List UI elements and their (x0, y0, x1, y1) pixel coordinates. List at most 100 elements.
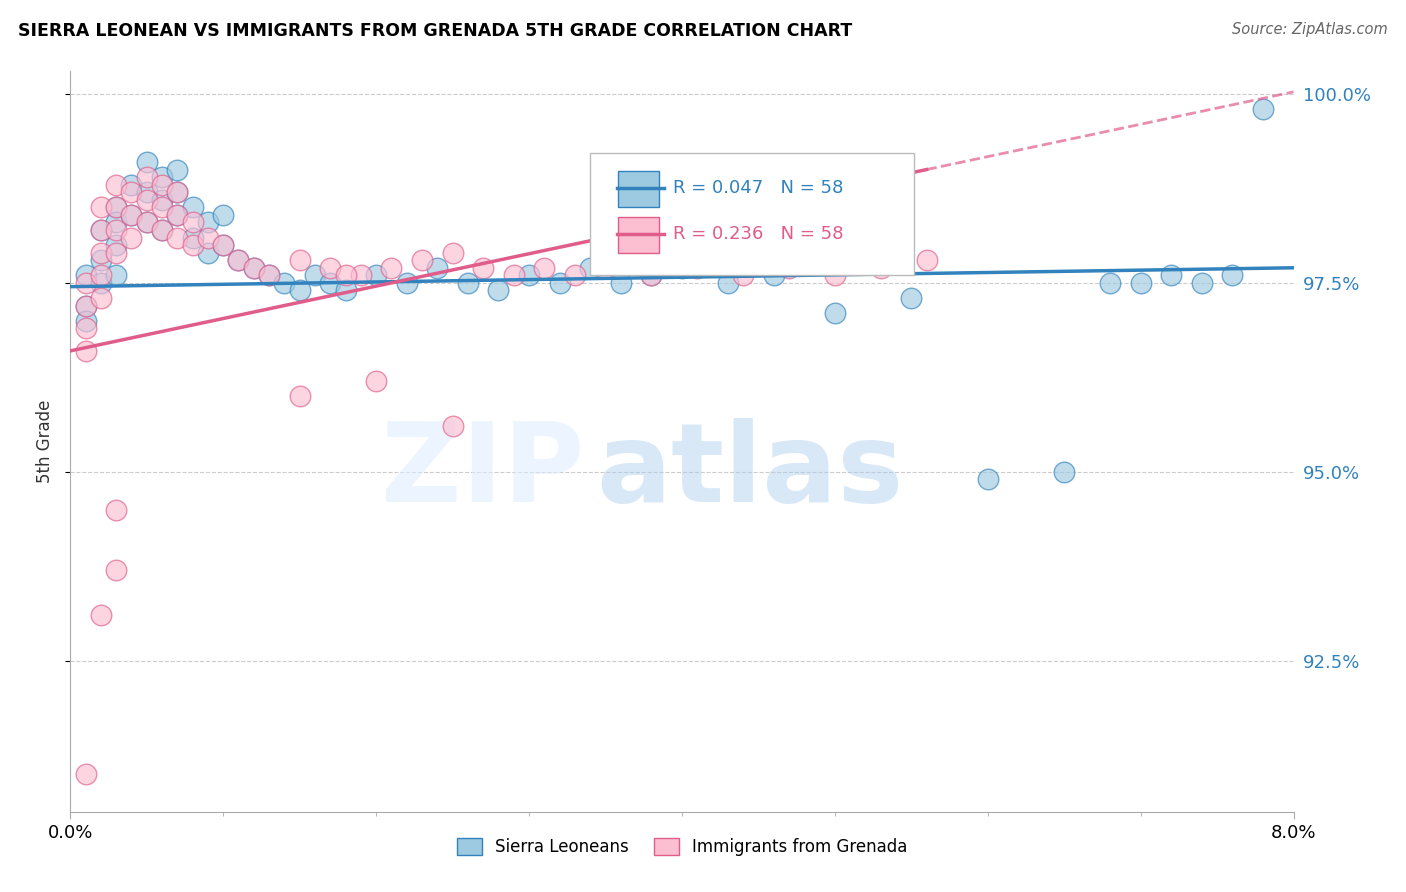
Point (686, 260, 709, 275)
Point (105, 200, 128, 214)
Point (105, 268, 128, 283)
Point (335, 268, 357, 283)
Point (273, 276, 295, 290)
Point (579, 260, 602, 275)
Point (609, 276, 631, 290)
Point (150, 223, 173, 237)
Point (366, 268, 388, 283)
Point (75, 321, 97, 335)
Point (288, 284, 311, 298)
Point (135, 215, 157, 229)
Point (915, 253, 938, 268)
Point (75, 276, 97, 290)
Point (75, 268, 97, 283)
Point (121, 186, 143, 200)
Point (197, 245, 219, 260)
Point (212, 208, 235, 222)
Point (257, 268, 280, 283)
Point (166, 162, 188, 177)
Point (105, 223, 128, 237)
Point (150, 178, 173, 192)
Point (105, 563, 128, 577)
Point (319, 276, 342, 290)
Point (257, 268, 280, 283)
Point (288, 253, 311, 268)
Point (1220, 268, 1243, 283)
Point (75, 343, 97, 358)
Point (90, 268, 112, 283)
Point (105, 215, 128, 229)
Point (181, 238, 204, 252)
Point (181, 200, 204, 214)
Point (90, 291, 112, 305)
Point (595, 260, 617, 275)
FancyBboxPatch shape (619, 218, 658, 252)
Point (243, 260, 266, 275)
Point (135, 186, 157, 200)
Point (166, 208, 188, 222)
Point (135, 215, 157, 229)
Point (197, 230, 219, 244)
Text: Source: ZipAtlas.com: Source: ZipAtlas.com (1232, 22, 1388, 37)
Point (90, 223, 112, 237)
Point (90, 608, 112, 623)
Point (166, 186, 188, 200)
Point (824, 306, 846, 320)
Point (411, 253, 433, 268)
Point (395, 276, 418, 290)
Point (197, 215, 219, 229)
Point (181, 230, 204, 244)
Point (900, 291, 922, 305)
Point (1129, 276, 1152, 290)
Point (90, 200, 112, 214)
Text: R = 0.236   N = 58: R = 0.236 N = 58 (673, 226, 844, 244)
Point (105, 178, 128, 192)
FancyBboxPatch shape (619, 171, 658, 207)
Point (671, 260, 693, 275)
Point (75, 767, 97, 781)
Point (869, 260, 891, 275)
Point (75, 299, 97, 313)
Point (90, 245, 112, 260)
Point (426, 260, 449, 275)
Point (212, 238, 235, 252)
Point (121, 208, 143, 222)
Point (640, 268, 662, 283)
Point (105, 238, 128, 252)
Point (640, 268, 662, 283)
Point (380, 260, 402, 275)
Point (533, 260, 555, 275)
Point (90, 253, 112, 268)
Point (319, 260, 342, 275)
Text: SIERRA LEONEAN VS IMMIGRANTS FROM GRENADA 5TH GRADE CORRELATION CHART: SIERRA LEONEAN VS IMMIGRANTS FROM GRENAD… (18, 22, 852, 40)
Point (90, 223, 112, 237)
Point (121, 208, 143, 222)
Point (150, 223, 173, 237)
Point (441, 419, 464, 434)
Point (548, 276, 571, 290)
Point (335, 284, 357, 298)
Point (166, 208, 188, 222)
Point (824, 268, 846, 283)
Point (166, 186, 188, 200)
Point (75, 299, 97, 313)
Point (121, 178, 143, 192)
Point (350, 268, 373, 283)
Text: R = 0.047   N = 58: R = 0.047 N = 58 (673, 179, 844, 197)
Point (304, 268, 326, 283)
Text: atlas: atlas (596, 417, 904, 524)
Point (778, 260, 800, 275)
Point (731, 268, 754, 283)
Y-axis label: 5th Grade: 5th Grade (37, 400, 55, 483)
Point (135, 170, 157, 185)
Point (1099, 276, 1122, 290)
Point (150, 193, 173, 207)
Point (366, 374, 388, 388)
Point (135, 155, 157, 169)
Point (105, 502, 128, 516)
Point (472, 260, 495, 275)
Point (976, 472, 998, 486)
Point (212, 238, 235, 252)
Point (488, 284, 510, 298)
Point (517, 268, 540, 283)
